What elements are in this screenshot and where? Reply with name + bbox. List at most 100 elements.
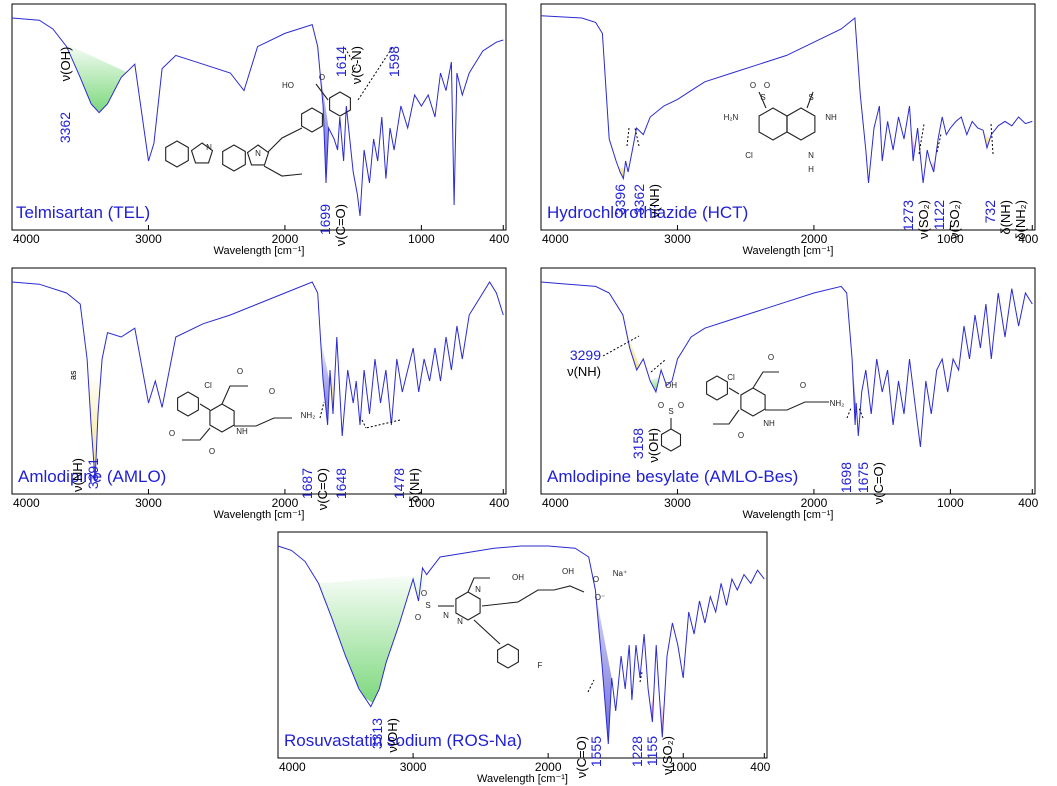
x-tick-label: 2000 bbox=[272, 496, 299, 510]
structure-label: O bbox=[800, 381, 806, 390]
structure-label: Cl bbox=[727, 373, 735, 382]
structure-label: N bbox=[443, 611, 449, 620]
spectrum-line bbox=[277, 545, 765, 745]
assignment-superscript: as bbox=[68, 370, 78, 380]
leader-line bbox=[351, 63, 358, 75]
structure-label: O bbox=[593, 575, 599, 584]
structure-label: O bbox=[415, 613, 421, 622]
structure-label: O bbox=[319, 73, 325, 82]
peak-label: 1478 bbox=[391, 468, 407, 499]
structure-label: S bbox=[760, 93, 765, 102]
structure-label: O bbox=[421, 589, 427, 598]
leader-line bbox=[602, 335, 640, 357]
assignment-label: ν(NH) bbox=[70, 458, 85, 492]
peak-label: 3313 bbox=[369, 718, 385, 749]
peak-label: 3158 bbox=[630, 428, 646, 459]
structure-label: N bbox=[457, 617, 463, 626]
band-fill bbox=[650, 375, 660, 392]
peak-label: 3299 bbox=[570, 347, 601, 363]
band-fill bbox=[588, 557, 612, 743]
spectrum-line bbox=[11, 281, 504, 481]
peak-label: 1555 bbox=[588, 736, 604, 767]
structure-label: H₂N bbox=[724, 113, 739, 122]
x-tick-label: 3000 bbox=[135, 496, 162, 510]
chart-title: Hydrochlorothiazide (HCT) bbox=[547, 203, 748, 222]
spectrum-line bbox=[11, 17, 504, 217]
peak-label: 1698 bbox=[838, 462, 854, 493]
x-axis-label: Wavelength [cm⁻¹] bbox=[743, 245, 834, 257]
x-tick-label: 1000 bbox=[937, 496, 964, 510]
peak-label: 1228 bbox=[629, 736, 645, 767]
x-axis-label: Wavelength [cm⁻¹] bbox=[214, 245, 305, 257]
x-tick-label: 1000 bbox=[670, 760, 697, 774]
peak-label: 1675 bbox=[855, 462, 871, 493]
band-fill bbox=[318, 574, 427, 703]
structure-label: NH bbox=[825, 113, 837, 122]
assignment-label: ν(C=O) bbox=[574, 736, 589, 778]
leader-line bbox=[846, 407, 852, 419]
peak-label: 3362 bbox=[57, 112, 73, 143]
assignment-label: ν(SO₂) bbox=[660, 736, 675, 775]
structure-label: NH₂ bbox=[301, 411, 316, 420]
peak-label: 1699 bbox=[317, 204, 333, 235]
panel-amlodipine-besylate: OH S O O Cl O O O NH₂ NH Amlodipine besylate (AMLO… bbox=[540, 267, 1041, 521]
structure-label: Cl bbox=[745, 151, 753, 160]
leader-line bbox=[365, 419, 401, 429]
x-tick-label: 2000 bbox=[272, 232, 299, 246]
chart-title: Rosuvastatin sodium (ROS-Na) bbox=[284, 731, 522, 750]
assignment-label: δ(NH₂) bbox=[1013, 200, 1028, 240]
assignment-label: ν(OH) bbox=[385, 718, 400, 753]
peak-label: 3362 bbox=[631, 184, 647, 215]
leader-line bbox=[634, 127, 640, 147]
plot-frame bbox=[11, 3, 507, 231]
x-tick-label: 400 bbox=[1018, 232, 1038, 246]
structure-label: O bbox=[750, 81, 756, 90]
chemical-structure-amlo: Cl O O O O NH₂ NH bbox=[169, 367, 315, 456]
structure-label: S bbox=[808, 93, 813, 102]
peak-label: 1273 bbox=[900, 200, 916, 231]
chemical-structure-tel: HO O N N bbox=[165, 73, 351, 177]
x-tick-label: 4000 bbox=[13, 232, 40, 246]
structure-label: N bbox=[206, 143, 212, 152]
chart-title: Telmisartan (TEL) bbox=[16, 203, 150, 222]
assignment-label: ν(OH) bbox=[646, 428, 661, 463]
assignment-label: ν(C=O) bbox=[315, 468, 330, 510]
band-fill bbox=[315, 35, 329, 175]
x-axis-label: Wavelength [cm⁻¹] bbox=[477, 773, 568, 785]
x-tick-label: 3000 bbox=[135, 232, 162, 246]
band-fill bbox=[88, 377, 101, 473]
leader-line bbox=[626, 127, 630, 147]
chart-amlodipine: Cl O O O O NH₂ NH Amlodipine (AMLO) 4000 3000 2000… bbox=[11, 267, 510, 521]
structure-label: O bbox=[768, 353, 774, 362]
assignment-label: ν(NH) bbox=[567, 364, 601, 379]
structure-label: O bbox=[209, 447, 215, 456]
chart-title: Amlodipine (AMLO) bbox=[18, 467, 166, 486]
structure-label: O bbox=[764, 81, 770, 90]
x-tick-label: 2000 bbox=[801, 496, 828, 510]
x-tick-label: 4000 bbox=[542, 232, 569, 246]
panel-hydrochlorothiazide: H₂N O S O S NH Cl N H Hydrochlorothiazide (HCT) 40… bbox=[540, 3, 1041, 257]
assignment-label: ν(SO₂) bbox=[947, 200, 962, 239]
peak-label: 1687 bbox=[299, 468, 315, 499]
structure-label: H bbox=[808, 165, 814, 174]
leader-line bbox=[639, 671, 643, 683]
structure-label: O bbox=[269, 387, 275, 396]
spectrum-line bbox=[540, 15, 1033, 184]
structure-label: S bbox=[425, 601, 430, 610]
band-fill bbox=[63, 43, 127, 112]
panel-rosuvastatin-sodium: OH OH O O⁻ Na⁺ N N N S O O F Rosuvastatin sodium (RO… bbox=[277, 531, 773, 785]
peak-label: 1598 bbox=[386, 46, 402, 77]
x-tick-label: 3000 bbox=[664, 496, 691, 510]
structure-label: O bbox=[169, 429, 175, 438]
structure-label: N bbox=[255, 149, 261, 158]
panel-telmisartan: HO O N N Telmisartan (TEL) 4000 3000 2000 1000 40… bbox=[11, 3, 512, 257]
leader-line bbox=[936, 133, 942, 153]
structure-label: O bbox=[678, 401, 684, 410]
leader-line bbox=[319, 401, 325, 419]
x-tick-label: 2000 bbox=[801, 232, 828, 246]
